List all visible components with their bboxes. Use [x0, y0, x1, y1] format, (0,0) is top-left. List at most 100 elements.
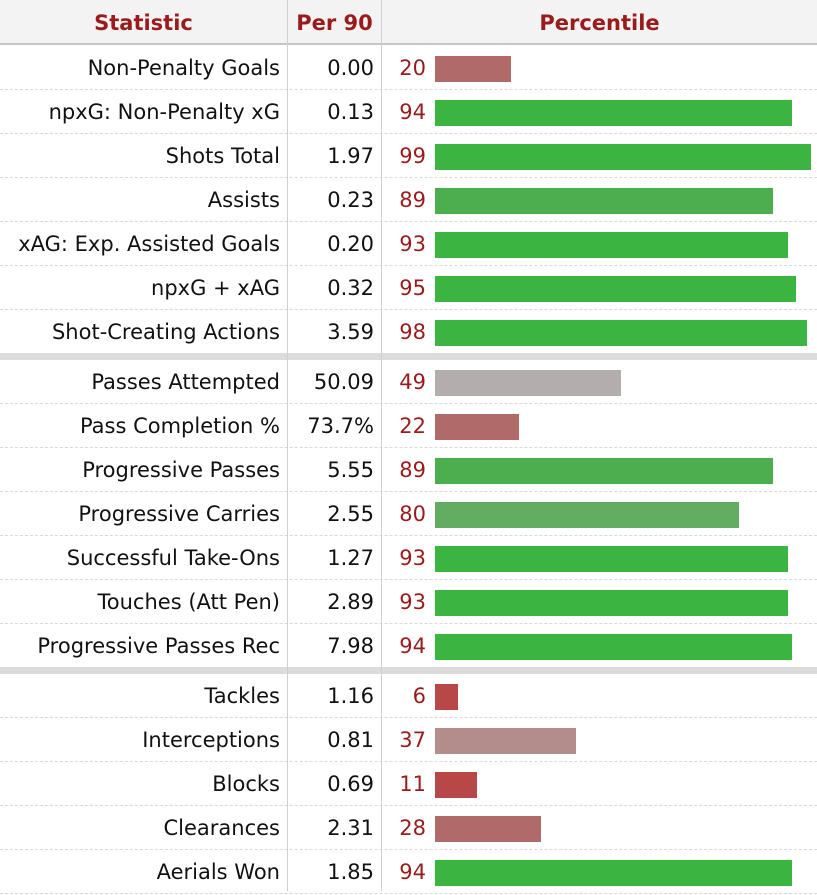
stat-label: Shots Total — [165, 144, 280, 168]
header-percentile[interactable]: Percentile — [539, 11, 660, 35]
stat-label: Progressive Carries — [78, 502, 280, 526]
header-statistic[interactable]: Statistic — [94, 11, 193, 35]
percentile-value: 98 — [399, 320, 426, 344]
percentile-bar — [435, 414, 519, 440]
table-row: Progressive Carries 2.55 80 — [0, 492, 817, 536]
table-row: npxG: Non-Penalty xG 0.13 94 — [0, 90, 817, 134]
table-row: Tackles 1.16 6 — [0, 674, 817, 718]
percentile-bar — [435, 772, 477, 798]
stat-label: Shot-Creating Actions — [51, 320, 280, 344]
per90-value: 1.16 — [327, 684, 374, 708]
stat-label: Blocks — [212, 772, 280, 796]
percentile-bar — [435, 188, 773, 214]
percentile-value: 94 — [399, 860, 426, 884]
percentile-value: 22 — [399, 414, 426, 438]
percentile-bar — [435, 816, 541, 842]
percentile-bar — [435, 684, 458, 710]
percentile-value: 94 — [399, 634, 426, 658]
percentile-bar — [435, 232, 788, 258]
stat-label: Successful Take-Ons — [66, 546, 280, 570]
per90-value: 0.00 — [327, 56, 374, 80]
stat-label: Aerials Won — [156, 860, 280, 884]
table-row: Blocks 0.69 11 — [0, 762, 817, 806]
table-row: Passes Attempted 50.09 49 — [0, 360, 817, 404]
percentile-bar — [435, 370, 621, 396]
percentile-bar — [435, 634, 792, 660]
per90-value: 3.59 — [327, 320, 374, 344]
stat-label: Interceptions — [142, 728, 280, 752]
table-row: Clearances 2.31 28 — [0, 806, 817, 850]
table-row: Non-Penalty Goals 0.00 20 — [0, 46, 817, 90]
percentile-value: 94 — [399, 100, 426, 124]
percentile-value: 49 — [399, 370, 426, 394]
per90-value: 2.31 — [327, 816, 374, 840]
stat-label: Passes Attempted — [91, 370, 280, 394]
stat-label: Assists — [207, 188, 280, 212]
per90-value: 1.97 — [327, 144, 374, 168]
table-row: Progressive Passes Rec 7.98 94 — [0, 624, 817, 668]
per90-value: 73.7% — [307, 414, 374, 438]
per90-value: 0.81 — [327, 728, 374, 752]
per90-value: 2.55 — [327, 502, 374, 526]
percentile-bar — [435, 860, 792, 886]
group-separator — [0, 667, 817, 674]
per90-value: 2.89 — [327, 590, 374, 614]
per90-value: 7.98 — [327, 634, 374, 658]
percentile-bar — [435, 546, 788, 572]
per90-value: 5.55 — [327, 458, 374, 482]
per90-value: 50.09 — [313, 370, 374, 394]
stat-label: Progressive Passes Rec — [37, 634, 280, 658]
table-row: Interceptions 0.81 37 — [0, 718, 817, 762]
percentile-bar — [435, 56, 511, 82]
percentile-value: 28 — [399, 816, 426, 840]
stat-label: Tackles — [204, 684, 280, 708]
stat-label: Pass Completion % — [79, 414, 280, 438]
header-per90[interactable]: Per 90 — [296, 11, 373, 35]
percentile-bar — [435, 458, 773, 484]
percentile-bar — [435, 100, 792, 126]
percentile-bar — [435, 728, 576, 754]
percentile-bar — [435, 502, 739, 528]
percentile-value: 80 — [399, 502, 426, 526]
table-row: Progressive Passes 5.55 89 — [0, 448, 817, 492]
percentile-value: 99 — [399, 144, 426, 168]
stat-label: Progressive Passes — [82, 458, 280, 482]
percentile-value: 37 — [399, 728, 426, 752]
stat-label: xAG: Exp. Assisted Goals — [18, 232, 280, 256]
percentile-value: 11 — [399, 772, 426, 796]
table-row: Pass Completion % 73.7% 22 — [0, 404, 817, 448]
column-divider-1 — [287, 0, 288, 891]
table-row: Shot-Creating Actions 3.59 98 — [0, 310, 817, 354]
percentile-value: 95 — [399, 276, 426, 300]
percentile-bar — [435, 590, 788, 616]
per90-value: 0.32 — [327, 276, 374, 300]
per90-value: 0.13 — [327, 100, 374, 124]
column-divider-2 — [381, 0, 382, 891]
percentile-value: 93 — [399, 232, 426, 256]
percentile-bar — [435, 144, 811, 170]
table-row: Assists 0.23 89 — [0, 178, 817, 222]
stat-label: npxG: Non-Penalty xG — [48, 100, 280, 124]
stat-label: Clearances — [163, 816, 280, 840]
per90-value: 1.85 — [327, 860, 374, 884]
table-header: Statistic Per 90 Percentile — [0, 0, 817, 45]
per90-value: 0.20 — [327, 232, 374, 256]
table-row: xAG: Exp. Assisted Goals 0.20 93 — [0, 222, 817, 266]
table-row: Successful Take-Ons 1.27 93 — [0, 536, 817, 580]
table-row: npxG + xAG 0.32 95 — [0, 266, 817, 310]
stat-label: Touches (Att Pen) — [97, 590, 280, 614]
per90-value: 0.69 — [327, 772, 374, 796]
stat-label: Non-Penalty Goals — [87, 56, 280, 80]
percentile-value: 6 — [412, 684, 426, 708]
percentile-value: 89 — [399, 458, 426, 482]
stat-label: npxG + xAG — [151, 276, 280, 300]
percentile-bar — [435, 320, 807, 346]
percentile-value: 93 — [399, 546, 426, 570]
group-separator — [0, 353, 817, 360]
percentile-value: 89 — [399, 188, 426, 212]
table-row: Touches (Att Pen) 2.89 93 — [0, 580, 817, 624]
table-row: Shots Total 1.97 99 — [0, 134, 817, 178]
percentile-value: 93 — [399, 590, 426, 614]
per90-value: 1.27 — [327, 546, 374, 570]
percentile-value: 20 — [399, 56, 426, 80]
